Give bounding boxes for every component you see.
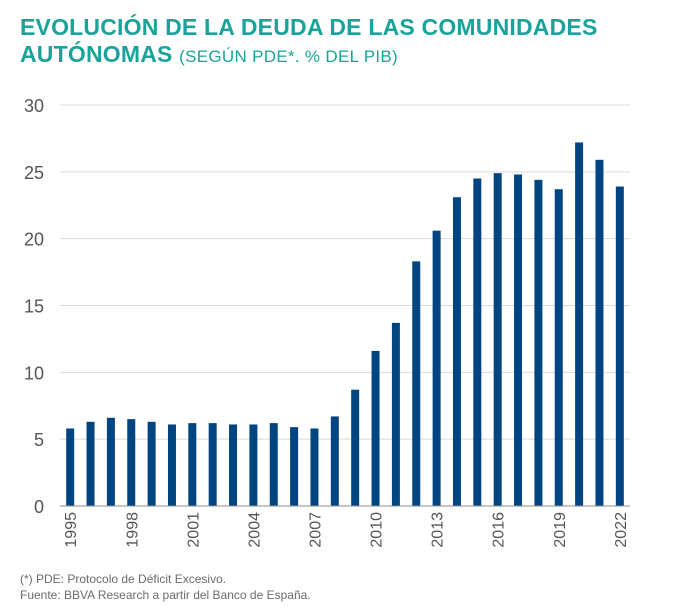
footnotes: (*) PDE: Protocolo de Déficit Excesivo. … (20, 571, 311, 603)
chart-title-line-2: AUTÓNOMAS (SEGÚN PDE*. % DEL PIB) (20, 41, 670, 70)
y-tick-label: 15 (24, 297, 44, 317)
x-tick-label: 1998 (124, 512, 141, 548)
bar (208, 423, 217, 506)
bar (391, 322, 400, 506)
bar (86, 421, 95, 506)
x-tick-label: 2004 (246, 512, 263, 548)
y-tick-label: 10 (24, 363, 44, 383)
bar (310, 428, 319, 506)
chart-title-line-1: EVOLUCIÓN DE LA DEUDA DE LAS COMUNIDADES (20, 14, 598, 40)
bar (615, 186, 624, 506)
chart-title-block: EVOLUCIÓN DE LA DEUDA DE LAS COMUNIDADES… (20, 14, 670, 70)
bar (66, 428, 75, 506)
bar (412, 261, 421, 506)
bar (249, 424, 258, 506)
bar (493, 173, 502, 507)
bar (147, 421, 156, 506)
bar (473, 178, 482, 506)
bar (452, 197, 461, 507)
bar (554, 189, 563, 506)
x-tick-label: 2007 (307, 512, 324, 548)
y-tick-label: 0 (34, 497, 44, 517)
x-tick-label: 2010 (369, 512, 386, 548)
bar (514, 174, 523, 507)
footnote-source: Fuente: BBVA Research a partir del Banco… (20, 588, 311, 602)
y-tick-label: 5 (34, 430, 44, 450)
bar (167, 424, 176, 506)
y-tick-label: 20 (24, 230, 44, 250)
bar (188, 423, 197, 506)
bar (106, 417, 115, 506)
chart-subtitle: (SEGÚN PDE*. % DEL PIB) (179, 47, 398, 66)
bar (269, 423, 278, 506)
x-tick-label: 2001 (185, 512, 202, 548)
x-tick-label: 2016 (491, 512, 508, 548)
bar (534, 179, 543, 506)
x-tick-label: 2013 (430, 512, 447, 548)
x-tick-label: 1995 (63, 512, 80, 548)
bar (229, 424, 238, 506)
bar (595, 159, 604, 506)
bar (351, 389, 360, 506)
bar (127, 419, 136, 506)
bar (432, 230, 441, 506)
y-tick-label: 25 (24, 163, 44, 183)
y-tick-label: 30 (24, 96, 44, 116)
bar (330, 416, 339, 506)
footnote-pde: (*) PDE: Protocolo de Déficit Excesivo. (20, 572, 227, 586)
x-tick-label: 2022 (613, 512, 630, 548)
x-tick-label: 2019 (552, 512, 569, 548)
chart-title-line-2-text: AUTÓNOMAS (20, 41, 173, 67)
bar (290, 427, 299, 506)
bar (371, 350, 380, 506)
bar (575, 142, 584, 506)
